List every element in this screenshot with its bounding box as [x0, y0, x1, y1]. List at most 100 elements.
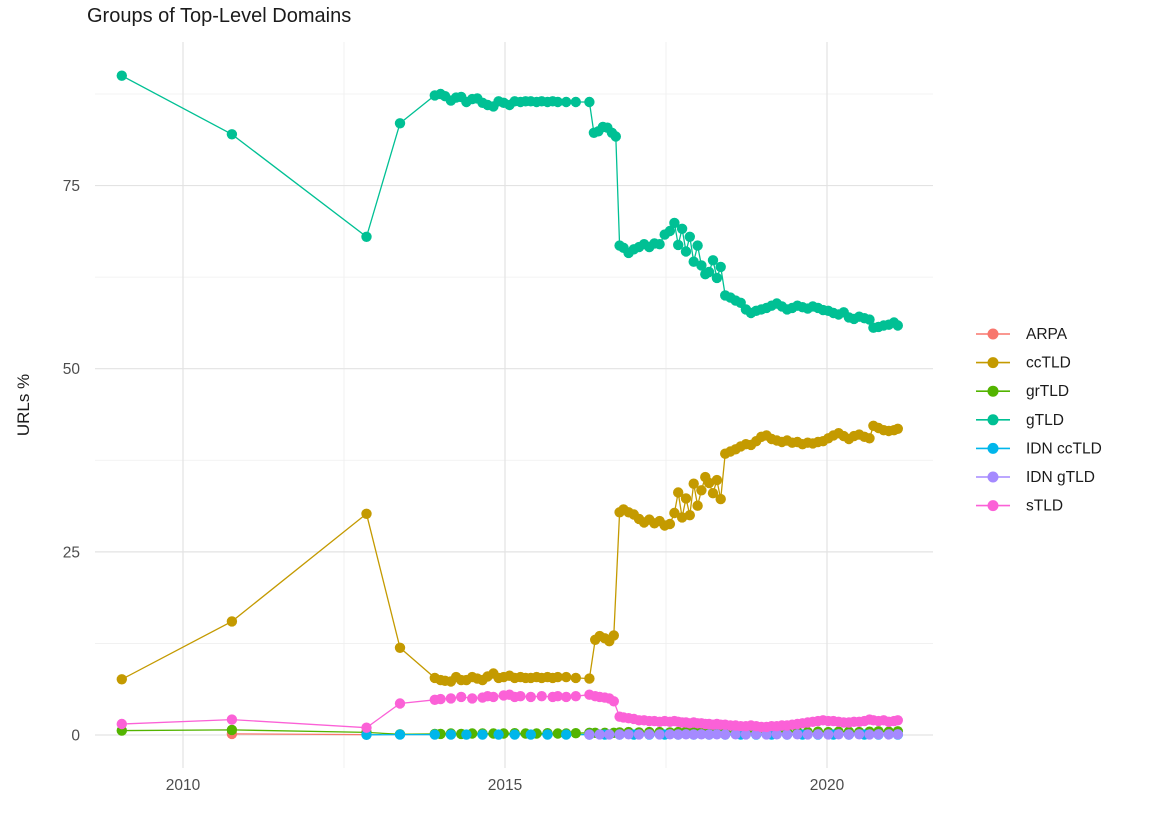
data-point	[552, 728, 563, 739]
data-point	[843, 729, 855, 740]
data-point	[669, 507, 680, 519]
data-point	[673, 239, 684, 251]
data-point	[361, 508, 372, 519]
data-point	[561, 691, 572, 703]
x-tick-label: 2010	[166, 777, 201, 794]
data-point	[584, 96, 595, 108]
data-point	[664, 518, 676, 530]
legend-key-dot	[987, 500, 999, 512]
data-point	[833, 729, 844, 740]
major-gridlines	[95, 42, 933, 768]
data-point	[394, 729, 406, 740]
data-point	[680, 246, 692, 257]
data-point	[361, 231, 372, 242]
data-point	[680, 729, 692, 740]
data-point	[584, 673, 595, 684]
data-point	[673, 729, 684, 740]
data-point	[394, 698, 406, 709]
data-point	[688, 478, 699, 489]
data-point	[608, 696, 619, 707]
data-point	[684, 510, 695, 521]
data-point	[493, 729, 504, 740]
data-point	[570, 728, 581, 739]
legend-item-stld: sTLD	[976, 498, 1063, 515]
data-point	[892, 423, 903, 434]
data-point	[461, 729, 472, 740]
data-point	[116, 718, 128, 730]
data-point	[707, 488, 719, 499]
data-point	[715, 261, 726, 273]
data-point	[116, 674, 128, 685]
data-point	[435, 693, 446, 705]
data-point	[703, 266, 715, 278]
data-point	[594, 729, 605, 740]
legend-item-cctld: ccTLD	[976, 355, 1071, 372]
series-lines	[121, 75, 899, 736]
data-point	[604, 729, 615, 740]
data-point	[633, 729, 645, 740]
data-point	[720, 729, 731, 740]
data-point	[771, 729, 782, 740]
legend-label: ARPA	[1026, 326, 1068, 343]
legend-label: gTLD	[1026, 412, 1064, 429]
data-point	[445, 693, 457, 704]
data-point	[542, 729, 553, 740]
legend-key-dot	[987, 471, 999, 483]
series-line-arpa	[231, 733, 367, 736]
chart-title: Groups of Top-Level Domains	[87, 5, 352, 27]
data-point	[570, 672, 581, 684]
legend-key-dot	[987, 385, 999, 397]
data-point	[515, 691, 526, 702]
data-point	[751, 729, 762, 740]
data-point	[680, 493, 692, 504]
data-point	[740, 729, 752, 740]
data-point	[864, 433, 875, 444]
data-point	[561, 671, 572, 683]
data-point	[802, 729, 813, 740]
series-points-cctld	[116, 420, 903, 687]
data-point	[883, 729, 894, 740]
data-point	[892, 715, 903, 726]
data-point	[445, 729, 457, 740]
data-point	[509, 729, 520, 740]
y-tick-label: 75	[63, 178, 80, 195]
data-point	[226, 616, 238, 627]
x-tick-label: 2015	[488, 777, 522, 794]
data-point	[654, 239, 665, 250]
data-point	[673, 487, 684, 498]
data-point	[812, 729, 824, 740]
legend-item-idn-gtld: IDN gTLD	[976, 469, 1095, 486]
data-point	[873, 729, 884, 740]
data-point	[536, 691, 547, 702]
data-point	[525, 691, 536, 703]
data-point	[692, 500, 703, 511]
data-point	[854, 729, 865, 740]
data-point	[696, 485, 707, 496]
data-point	[614, 729, 625, 740]
data-point	[669, 217, 680, 229]
series-points-gtld	[116, 70, 903, 333]
data-point	[684, 231, 695, 242]
data-point	[792, 729, 803, 740]
series-points-stld	[116, 689, 903, 733]
data-point	[456, 691, 467, 703]
series-points	[116, 70, 903, 740]
data-point	[696, 260, 707, 271]
data-point	[715, 493, 726, 505]
data-point	[696, 729, 707, 740]
data-point	[688, 729, 699, 740]
data-point	[761, 729, 772, 740]
data-point	[864, 729, 875, 740]
legend-item-gtld: gTLD	[976, 412, 1064, 429]
data-point	[226, 129, 238, 140]
legend-label: IDN gTLD	[1026, 469, 1095, 486]
axis-tick-labels: 0 25 50 75 2010 2015 2020	[63, 178, 845, 794]
data-point	[703, 729, 715, 740]
data-point	[394, 642, 406, 653]
y-axis-title: URLs %	[14, 373, 33, 437]
data-point	[570, 96, 581, 108]
data-point	[664, 225, 676, 237]
data-point	[707, 255, 719, 266]
